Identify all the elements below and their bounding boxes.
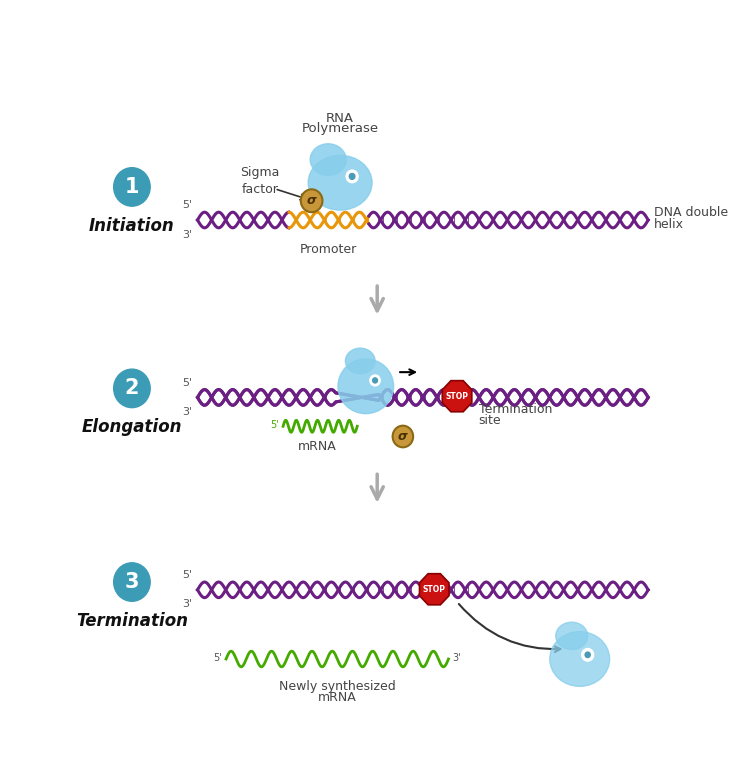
Circle shape	[350, 173, 355, 180]
Text: Termination: Termination	[76, 612, 188, 630]
Text: 5': 5'	[182, 378, 192, 388]
Text: 5': 5'	[182, 201, 192, 210]
Text: σ: σ	[398, 430, 408, 443]
Circle shape	[581, 648, 594, 661]
Circle shape	[301, 189, 322, 212]
Polygon shape	[442, 380, 472, 412]
Text: 5': 5'	[182, 570, 192, 580]
Text: site: site	[478, 414, 501, 427]
Polygon shape	[420, 574, 449, 604]
Ellipse shape	[310, 144, 346, 176]
Text: Termination: Termination	[478, 404, 552, 416]
Text: 3': 3'	[453, 654, 461, 663]
Text: DNA double: DNA double	[654, 206, 728, 219]
Circle shape	[370, 375, 381, 386]
Circle shape	[392, 426, 413, 448]
Circle shape	[113, 369, 150, 408]
Text: Elongation: Elongation	[82, 419, 183, 437]
Text: Initiation: Initiation	[89, 217, 175, 235]
Circle shape	[372, 378, 378, 383]
Text: mRNA: mRNA	[318, 691, 357, 704]
Text: STOP: STOP	[445, 392, 469, 401]
Text: helix: helix	[654, 219, 684, 231]
Text: Polymerase: Polymerase	[302, 122, 379, 135]
Ellipse shape	[556, 622, 587, 650]
Circle shape	[346, 170, 358, 183]
Text: 5': 5'	[213, 654, 222, 663]
Ellipse shape	[338, 359, 394, 414]
Text: 2: 2	[124, 378, 139, 398]
Text: STOP: STOP	[422, 585, 446, 594]
Text: Newly synthesized: Newly synthesized	[279, 680, 396, 693]
Text: Promoter: Promoter	[300, 243, 358, 256]
Text: 3: 3	[124, 572, 139, 592]
Text: Sigma
factor: Sigma factor	[241, 166, 280, 196]
Ellipse shape	[550, 632, 609, 686]
Text: 1: 1	[124, 177, 139, 197]
Text: 3': 3'	[182, 600, 192, 609]
Circle shape	[113, 168, 150, 206]
Ellipse shape	[345, 348, 375, 373]
Text: 5': 5'	[270, 420, 279, 430]
Text: 3': 3'	[182, 407, 192, 417]
Circle shape	[113, 563, 150, 601]
Circle shape	[585, 652, 590, 658]
Text: RNA: RNA	[326, 112, 354, 126]
Text: σ: σ	[307, 194, 316, 207]
Text: 3': 3'	[182, 230, 192, 240]
Text: mRNA: mRNA	[298, 440, 336, 452]
Ellipse shape	[308, 155, 372, 210]
